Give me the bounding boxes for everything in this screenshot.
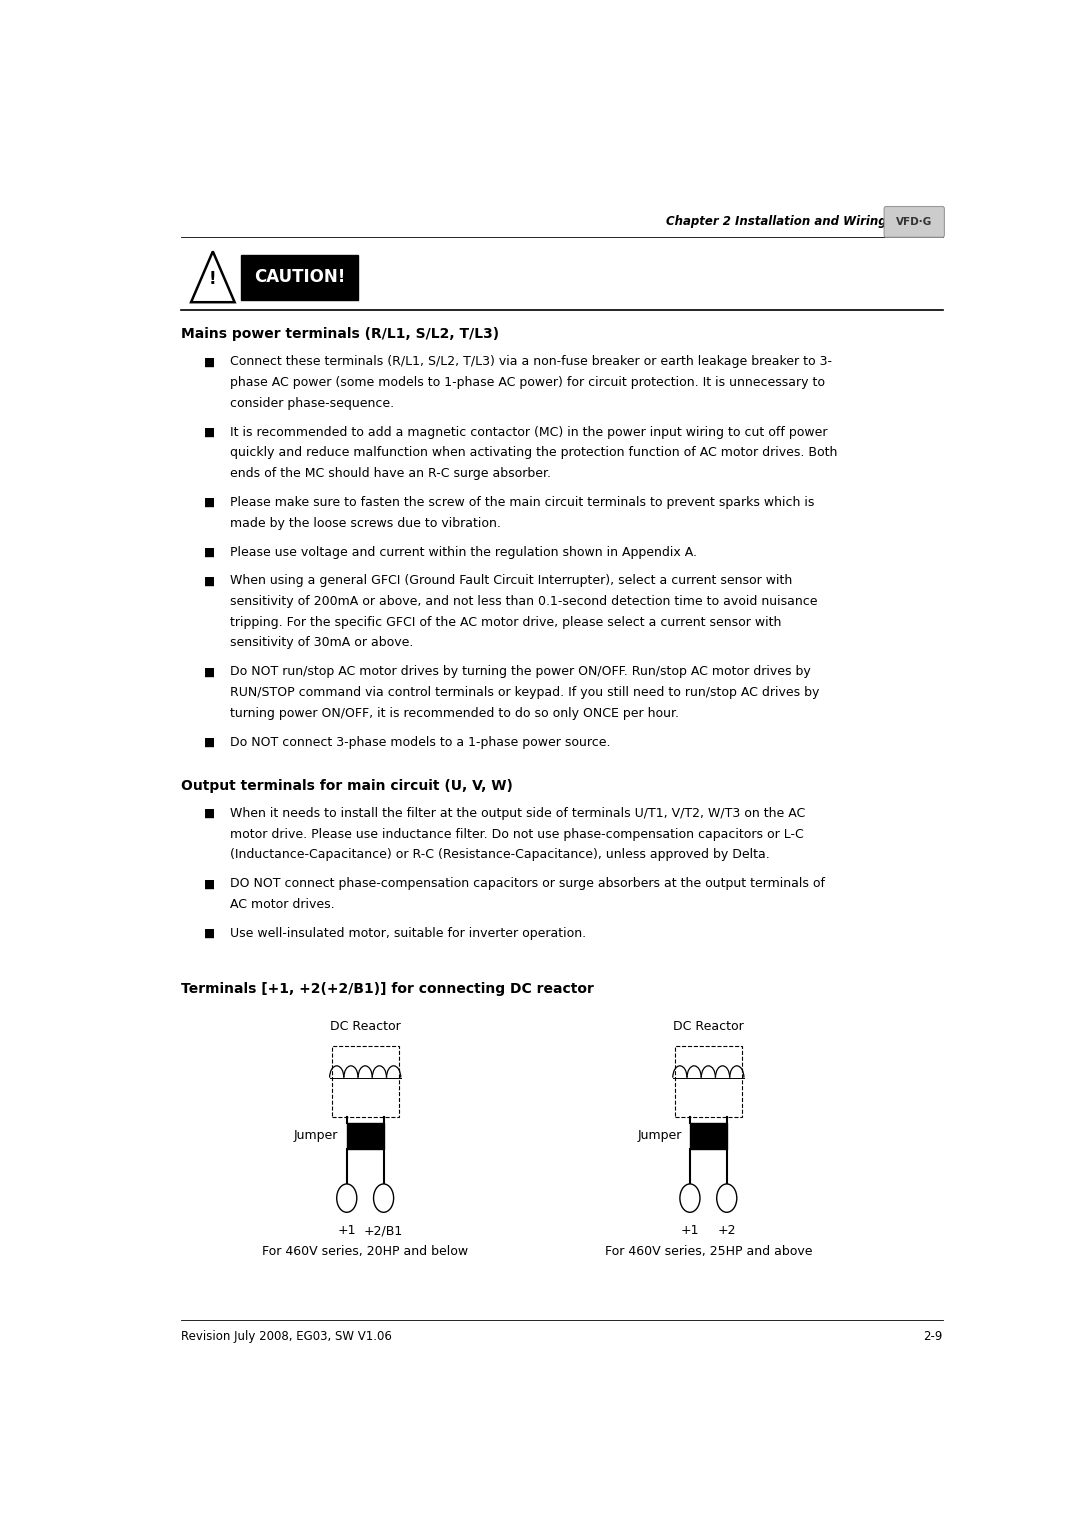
Circle shape [717, 1184, 737, 1212]
Text: (Inductance-Capacitance) or R-C (Resistance-Capacitance), unless approved by Del: (Inductance-Capacitance) or R-C (Resista… [230, 848, 769, 862]
Text: For 460V series, 25HP and above: For 460V series, 25HP and above [605, 1246, 812, 1258]
Text: ■: ■ [204, 807, 215, 821]
Text: DC Reactor: DC Reactor [329, 1020, 401, 1032]
Text: RUN/STOP command via control terminals or keypad. If you still need to run/stop : RUN/STOP command via control terminals o… [230, 686, 819, 700]
Text: 2-9: 2-9 [923, 1330, 943, 1342]
Text: phase AC power (some models to 1-phase AC power) for circuit protection. It is u: phase AC power (some models to 1-phase A… [230, 376, 825, 390]
Text: Mains power terminals (R/L1, S/L2, T/L3): Mains power terminals (R/L1, S/L2, T/L3) [181, 327, 499, 341]
Text: +2: +2 [717, 1224, 735, 1236]
Bar [347, 1123, 383, 1149]
Text: VFD·G: VFD·G [896, 216, 932, 227]
Text: It is recommended to add a magnetic contactor (MC) in the power input wiring to : It is recommended to add a magnetic cont… [230, 425, 827, 439]
Text: Output terminals for main circuit (U, V, W): Output terminals for main circuit (U, V,… [181, 779, 513, 793]
Text: !: ! [210, 270, 217, 287]
Text: consider phase-sequence.: consider phase-sequence. [230, 397, 394, 410]
Text: DC Reactor: DC Reactor [673, 1020, 744, 1032]
Text: +2/B1: +2/B1 [364, 1224, 403, 1236]
Text: ■: ■ [204, 356, 215, 368]
Text: +1: +1 [338, 1224, 356, 1236]
Text: ■: ■ [204, 495, 215, 509]
Text: motor drive. Please use inductance filter. Do not use phase-compensation capacit: motor drive. Please use inductance filte… [230, 828, 804, 841]
Text: When using a general GFCI (Ground Fault Circuit Interrupter), select a current s: When using a general GFCI (Ground Fault … [230, 574, 792, 588]
Circle shape [680, 1184, 700, 1212]
Text: Do NOT connect 3-phase models to a 1-phase power source.: Do NOT connect 3-phase models to a 1-pha… [230, 736, 610, 749]
Text: Chapter 2 Installation and Wiring  |: Chapter 2 Installation and Wiring | [666, 215, 900, 227]
Text: AC motor drives.: AC motor drives. [230, 897, 334, 911]
Text: made by the loose screws due to vibration.: made by the loose screws due to vibratio… [230, 517, 500, 529]
Bar [675, 1046, 742, 1117]
Text: Please use voltage and current within the regulation shown in Appendix A.: Please use voltage and current within th… [230, 546, 697, 558]
Text: Revision July 2008, EG03, SW V1.06: Revision July 2008, EG03, SW V1.06 [181, 1330, 392, 1342]
Text: Jumper: Jumper [637, 1129, 681, 1141]
Text: CAUTION!: CAUTION! [254, 268, 346, 287]
Circle shape [374, 1184, 393, 1212]
Text: ■: ■ [204, 927, 215, 940]
Polygon shape [191, 252, 234, 302]
Text: sensitivity of 30mA or above.: sensitivity of 30mA or above. [230, 637, 413, 649]
Text: sensitivity of 200mA or above, and not less than 0.1-second detection time to av: sensitivity of 200mA or above, and not l… [230, 595, 818, 607]
Text: ■: ■ [204, 574, 215, 588]
Text: ■: ■ [204, 666, 215, 678]
Text: +1: +1 [680, 1224, 699, 1236]
Text: Jumper: Jumper [294, 1129, 338, 1141]
Text: ends of the MC should have an R-C surge absorber.: ends of the MC should have an R-C surge … [230, 466, 551, 480]
Text: turning power ON/OFF, it is recommended to do so only ONCE per hour.: turning power ON/OFF, it is recommended … [230, 707, 678, 719]
Text: quickly and reduce malfunction when activating the protection function of AC mot: quickly and reduce malfunction when acti… [230, 446, 837, 459]
Text: Use well-insulated motor, suitable for inverter operation.: Use well-insulated motor, suitable for i… [230, 927, 585, 940]
Text: For 460V series, 20HP and below: For 460V series, 20HP and below [262, 1246, 469, 1258]
Text: Terminals [+1, +2(+2/B1)] for connecting DC reactor: Terminals [+1, +2(+2/B1)] for connecting… [181, 982, 594, 996]
Text: Please make sure to fasten the screw of the main circuit terminals to prevent sp: Please make sure to fasten the screw of … [230, 495, 814, 509]
Bar [332, 1046, 399, 1117]
Bar [690, 1123, 727, 1149]
Text: Connect these terminals (R/L1, S/L2, T/L3) via a non-fuse breaker or earth leaka: Connect these terminals (R/L1, S/L2, T/L… [230, 356, 832, 368]
Text: ■: ■ [204, 425, 215, 439]
FancyBboxPatch shape [885, 207, 944, 238]
Text: tripping. For the specific GFCI of the AC motor drive, please select a current s: tripping. For the specific GFCI of the A… [230, 615, 781, 629]
Text: When it needs to install the filter at the output side of terminals U/T1, V/T2, : When it needs to install the filter at t… [230, 807, 805, 821]
Bar [241, 255, 359, 299]
Text: Do NOT run/stop AC motor drives by turning the power ON/OFF. Run/stop AC motor d: Do NOT run/stop AC motor drives by turni… [230, 666, 810, 678]
Text: DO NOT connect phase-compensation capacitors or surge absorbers at the output te: DO NOT connect phase-compensation capaci… [230, 877, 825, 890]
Text: ■: ■ [204, 877, 215, 890]
Circle shape [337, 1184, 356, 1212]
Text: ■: ■ [204, 736, 215, 749]
Text: ■: ■ [204, 546, 215, 558]
